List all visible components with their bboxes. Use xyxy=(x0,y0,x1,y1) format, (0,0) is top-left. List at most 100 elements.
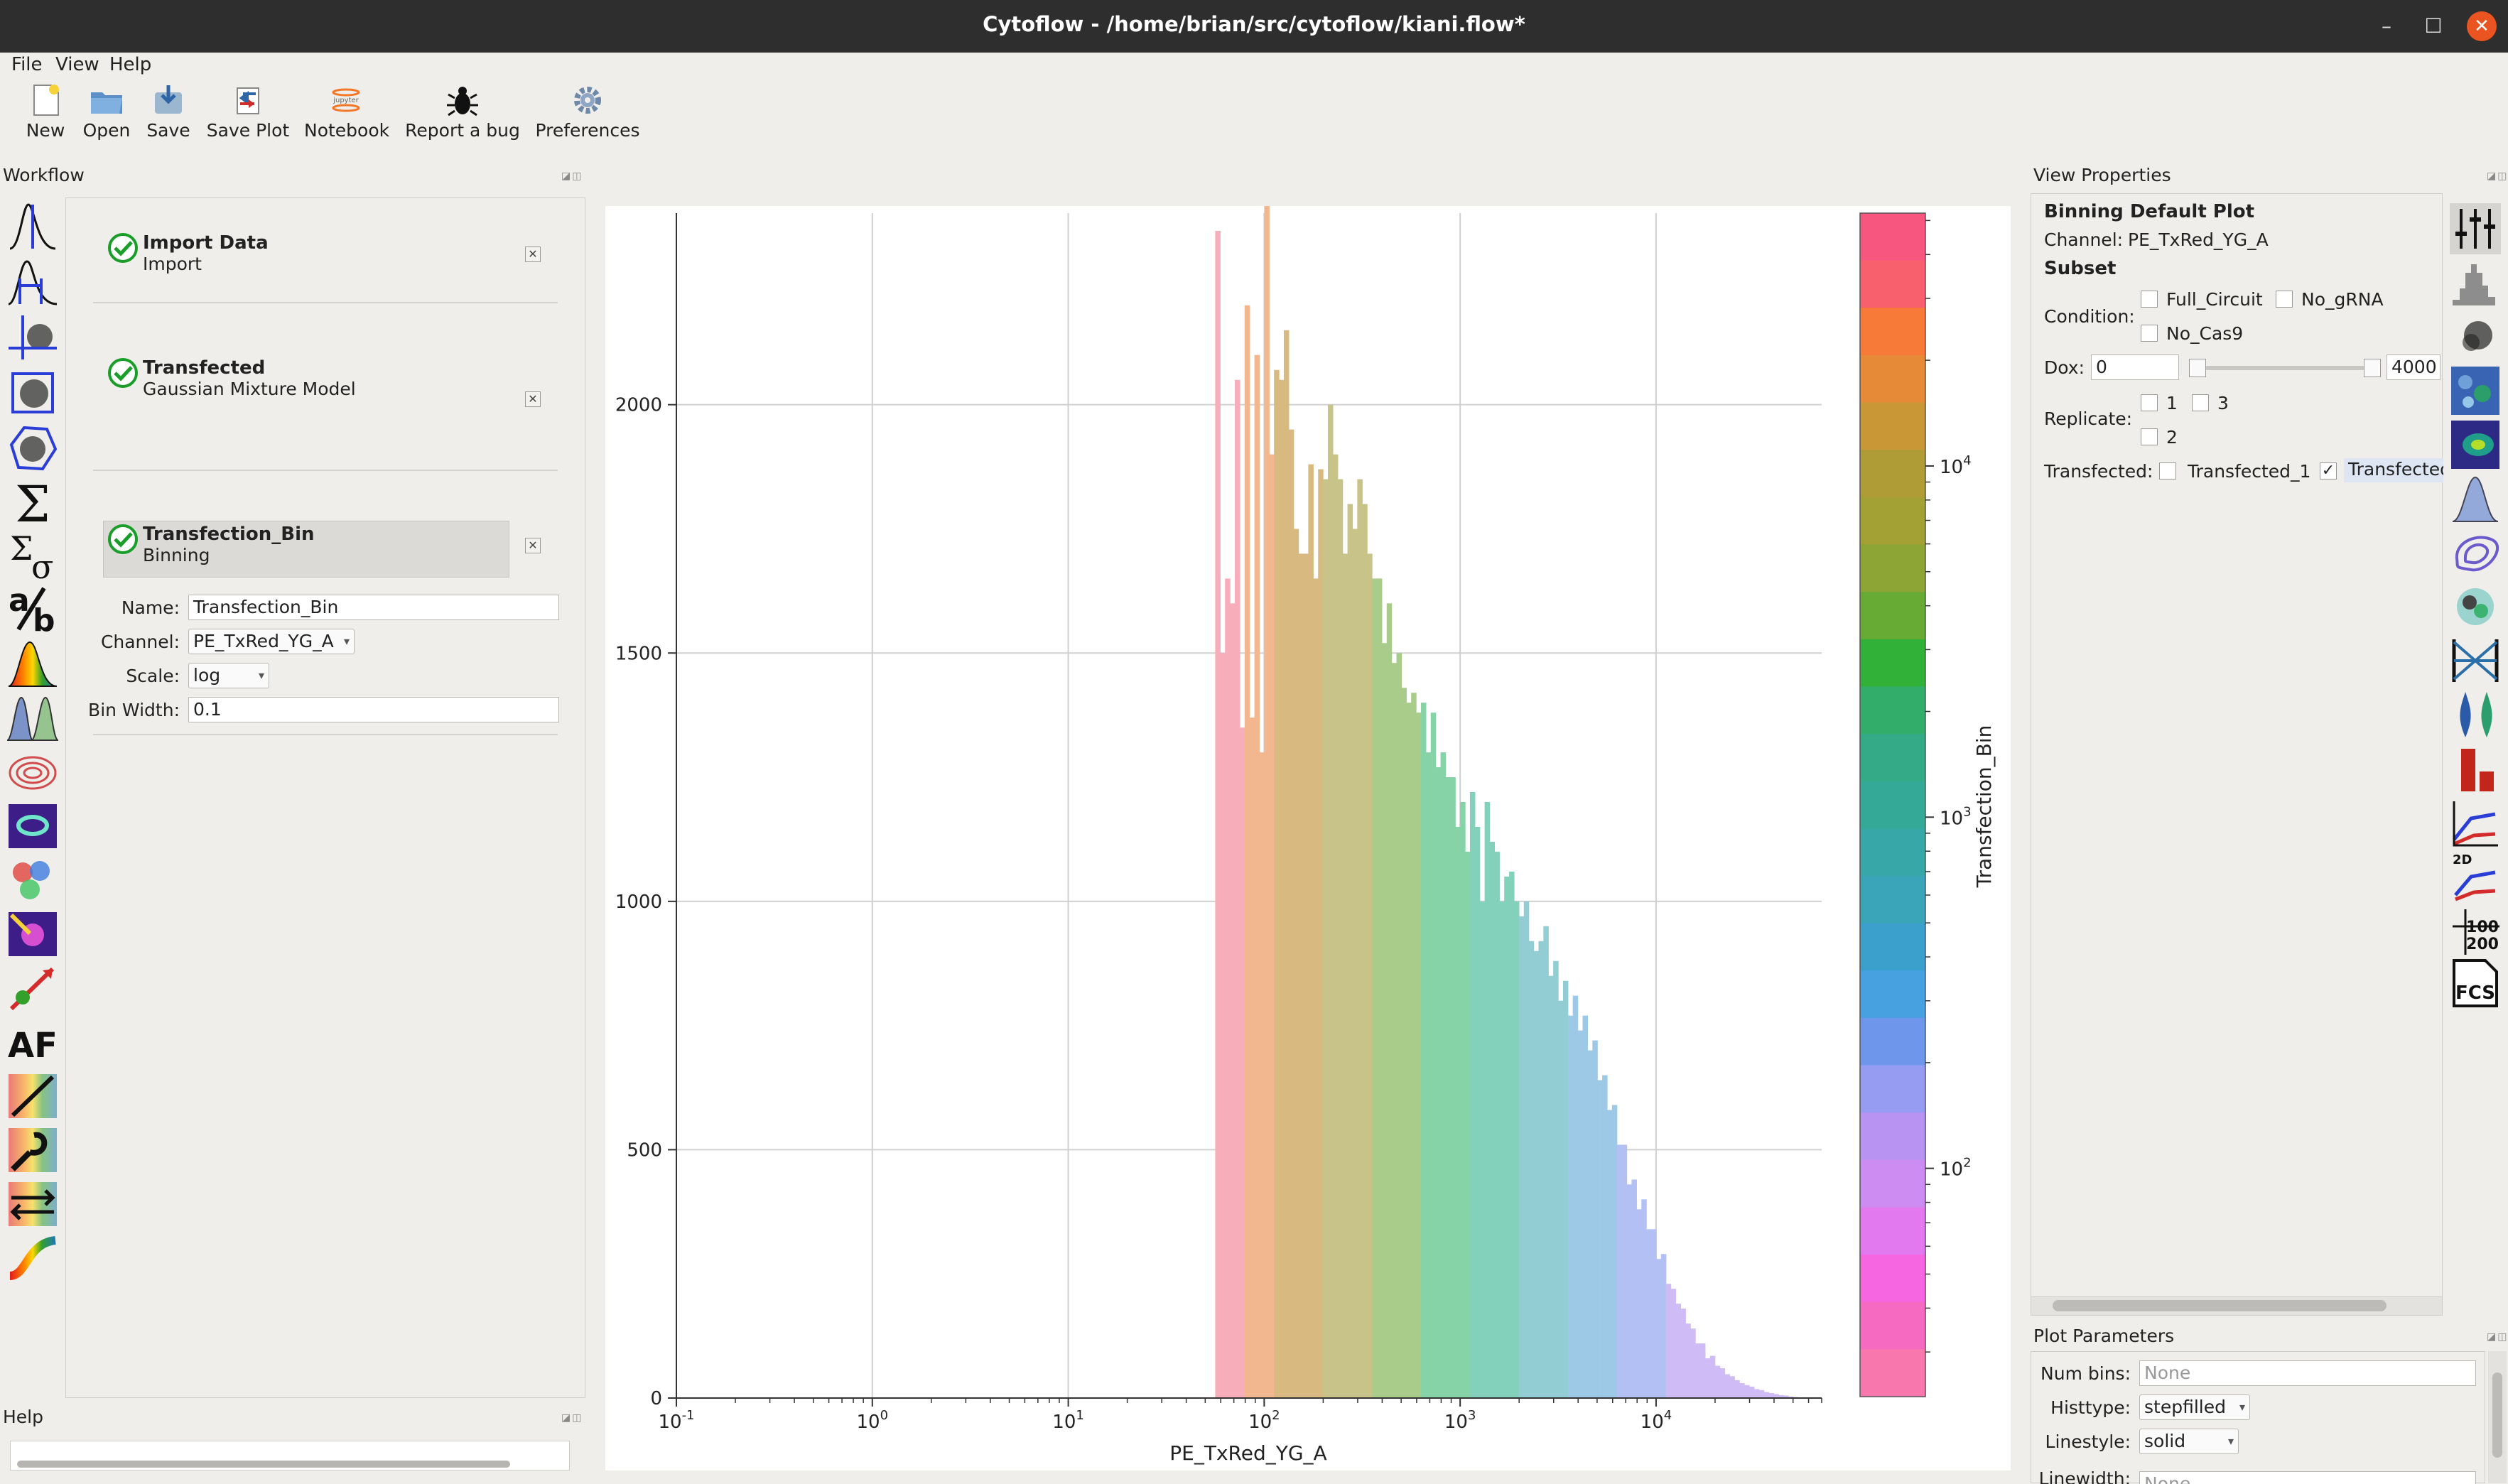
density-view-icon[interactable] xyxy=(2450,419,2501,470)
workflow-dock-controls[interactable]: ◪◫ xyxy=(561,170,583,182)
bleedthrough-op-icon[interactable] xyxy=(6,1071,60,1121)
new-button[interactable]: New xyxy=(23,82,68,141)
workflow-item-transfected[interactable]: Transfected Gaussian Mixture Model xyxy=(143,357,569,399)
condition-checkbox[interactable] xyxy=(2141,325,2158,342)
stats-op-icon[interactable]: Σσ xyxy=(6,531,60,581)
bar-chart-view-icon[interactable] xyxy=(2450,743,2501,794)
replicate-checkbox[interactable] xyxy=(2141,394,2158,411)
x-tick-label: 10-1 xyxy=(658,1408,694,1433)
histogram-bar xyxy=(1773,1394,1779,1398)
range2d-op-icon[interactable] xyxy=(6,368,60,418)
plot-parameters-vscroll[interactable] xyxy=(2488,1351,2507,1483)
kde2d-view-icon[interactable] xyxy=(2450,527,2501,578)
condition-checkbox[interactable] xyxy=(2276,291,2293,308)
histogram-bar xyxy=(1479,901,1486,1398)
save-button[interactable]: Save xyxy=(144,82,193,141)
kde-op-icon[interactable] xyxy=(6,639,60,689)
histogram-bar xyxy=(1783,1395,1789,1398)
hexbin-view-icon[interactable] xyxy=(2450,365,2501,416)
save-plot-button[interactable]: Save Plot xyxy=(206,82,290,141)
histtype-select[interactable]: stepfilled xyxy=(2139,1394,2250,1420)
gmm1d-op-icon[interactable] xyxy=(6,693,60,743)
scatterplot-view-icon[interactable] xyxy=(2450,311,2501,362)
transfected-checkbox[interactable] xyxy=(2159,462,2176,480)
parallel-coords-view-icon[interactable] xyxy=(2450,635,2501,686)
help-dock-controls[interactable]: ◪◫ xyxy=(561,1412,583,1424)
menu-help[interactable]: Help xyxy=(109,54,152,75)
histogram-view-icon[interactable] xyxy=(2450,257,2501,308)
linestyle-select[interactable]: solid xyxy=(2139,1429,2239,1454)
histogram-bar xyxy=(1670,1289,1677,1398)
dox-slider-max-handle[interactable] xyxy=(2364,359,2381,377)
tasbe-op-icon[interactable] xyxy=(6,1233,60,1283)
histogram-bar xyxy=(1254,354,1260,1398)
polygon-op-icon[interactable] xyxy=(6,423,60,473)
open-button[interactable]: Open xyxy=(80,82,134,141)
colorbar-swatch xyxy=(1860,781,1925,829)
dox-slider-track[interactable] xyxy=(2193,366,2371,370)
threshold-op-icon[interactable] xyxy=(6,202,60,251)
sum-op-icon[interactable]: Σ xyxy=(6,479,60,529)
dox-min-input[interactable]: 0 xyxy=(2091,354,2179,380)
condition-checkbox[interactable] xyxy=(2141,291,2158,308)
stats2d-view-icon[interactable]: 2D xyxy=(2450,851,2501,902)
notebook-button[interactable]: jupyter Notebook xyxy=(304,82,389,141)
color-translation-op-icon[interactable] xyxy=(6,1179,60,1229)
view-properties-controls[interactable]: ◪◫ xyxy=(2487,170,2508,182)
bleedthrough-piecewise-op-icon[interactable] xyxy=(6,1125,60,1175)
report-bug-button[interactable]: Report a bug xyxy=(405,82,520,141)
dox-slider-min-handle[interactable] xyxy=(2189,359,2206,377)
preferences-button[interactable]: Preferences xyxy=(534,82,641,141)
close-button[interactable]: ✕ xyxy=(2467,11,2497,41)
view-properties-hscroll[interactable] xyxy=(2031,1296,2442,1315)
workflow-item-selected-bg[interactable] xyxy=(103,521,509,578)
kde1d-view-icon[interactable] xyxy=(2450,473,2501,524)
plot-name: Binning Default Plot xyxy=(2044,201,2255,222)
hscroll-thumb[interactable] xyxy=(2053,1300,2387,1311)
gmm2d-op-icon[interactable] xyxy=(6,747,60,797)
histogram-bar xyxy=(1342,553,1348,1398)
transfected-checkbox-checked[interactable]: ✓ xyxy=(2320,462,2337,480)
maximize-button[interactable]: ☐ xyxy=(2424,14,2443,38)
histogram-bar xyxy=(1582,1015,1589,1398)
range-op-icon[interactable] xyxy=(6,257,60,307)
remove-op-button[interactable]: ✕ xyxy=(525,247,541,262)
autofluorescence-op-icon[interactable]: AF xyxy=(6,1017,60,1067)
linewidth-input[interactable]: None xyxy=(2139,1471,2476,1484)
workflow-item-import[interactable]: Import Data Import xyxy=(143,232,569,274)
scale-select[interactable]: log xyxy=(188,663,269,688)
colorbar-tick-label: 102 xyxy=(1940,1156,1972,1181)
density-gate-op-icon[interactable] xyxy=(6,909,60,959)
ratio-op-icon[interactable]: ab xyxy=(6,584,60,634)
workflow-item-binning[interactable]: Transfection_Bin Binning xyxy=(143,524,569,565)
remove-op-button[interactable]: ✕ xyxy=(525,391,541,407)
menu-file[interactable]: File xyxy=(11,54,43,75)
view-properties-icon[interactable] xyxy=(2450,203,2501,254)
histogram-bar xyxy=(1220,653,1226,1398)
flowpeaks-op-icon[interactable] xyxy=(6,855,60,905)
kmeans-op-icon[interactable] xyxy=(6,801,60,851)
dox-max-input[interactable]: 4000 xyxy=(2387,354,2441,380)
vscroll-thumb[interactable] xyxy=(2492,1372,2502,1458)
histogram-bar xyxy=(1420,703,1427,1398)
plot-parameters-controls[interactable]: ◪◫ xyxy=(2487,1331,2508,1343)
export-fcs-view-icon[interactable]: FCS xyxy=(2450,958,2501,1009)
remove-op-button[interactable]: ✕ xyxy=(525,538,541,553)
replicate-checkbox[interactable] xyxy=(2141,428,2158,445)
name-input[interactable]: Transfection_Bin xyxy=(188,595,559,620)
replicate-checkbox[interactable] xyxy=(2192,394,2209,411)
channel-select[interactable]: PE_TxRed_YG_A xyxy=(188,629,355,654)
violin-scatter-view-icon[interactable] xyxy=(2450,581,2501,632)
violin-view-icon[interactable] xyxy=(2450,689,2501,740)
minimize-button[interactable]: – xyxy=(2382,14,2391,38)
help-scrollbar[interactable] xyxy=(17,1461,510,1468)
bin-width-input[interactable]: 0.1 xyxy=(188,697,559,722)
numbins-input[interactable]: None xyxy=(2139,1360,2476,1386)
stats1d-view-icon[interactable] xyxy=(2450,797,2501,848)
histogram-bar xyxy=(1690,1328,1696,1398)
menu-view[interactable]: View xyxy=(55,54,99,75)
bead-calibration-op-icon[interactable] xyxy=(6,963,60,1013)
histogram-bar xyxy=(1562,980,1569,1398)
quad-op-icon[interactable] xyxy=(6,313,60,362)
